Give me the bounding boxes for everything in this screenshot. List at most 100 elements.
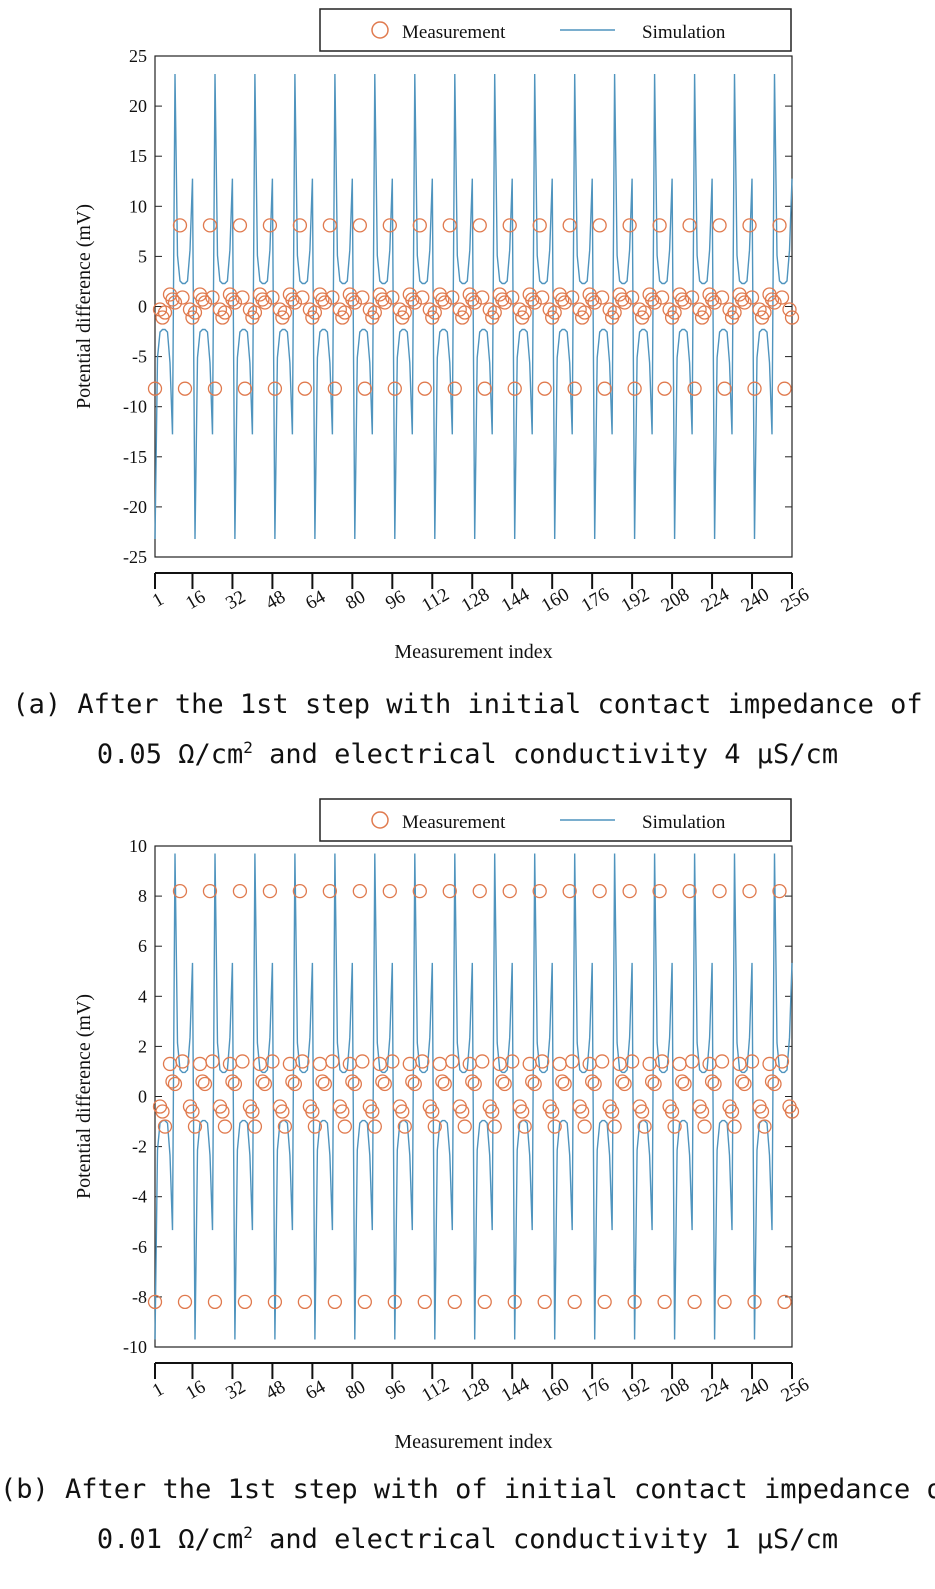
measurement-point bbox=[417, 1294, 432, 1310]
caption-b-line2-b: and electrical conductivity 1 μS/cm bbox=[252, 1524, 839, 1555]
measurement-point bbox=[232, 883, 248, 899]
x-tick-label: 96 bbox=[382, 1376, 409, 1404]
measurement-point bbox=[712, 883, 727, 899]
measurement-point bbox=[627, 1294, 642, 1310]
measurement-point bbox=[517, 1119, 532, 1134]
y-tick-label: 10 bbox=[129, 836, 147, 856]
measurement-point bbox=[345, 292, 360, 307]
measurement-point bbox=[537, 381, 552, 396]
measurement-point bbox=[275, 1104, 290, 1119]
measurement-point bbox=[457, 1119, 472, 1134]
measurement-point bbox=[312, 1056, 328, 1072]
x-tick-label: 32 bbox=[222, 586, 249, 614]
measurement-point bbox=[237, 381, 253, 396]
measurement-point bbox=[377, 1076, 392, 1092]
x-tick-label: 1 bbox=[149, 1379, 168, 1402]
measurement-point bbox=[337, 1119, 353, 1134]
measurement-point bbox=[592, 883, 607, 899]
measurement-point bbox=[382, 883, 397, 899]
caption-a-sup: 2 bbox=[243, 738, 253, 757]
measurement-point bbox=[455, 1104, 470, 1119]
measurement-point bbox=[167, 1076, 183, 1092]
x-tick-label: 160 bbox=[538, 584, 573, 616]
measurement-point bbox=[242, 302, 258, 317]
measurement-point bbox=[357, 381, 372, 396]
x-tick-label: 144 bbox=[498, 584, 534, 617]
measurement-point bbox=[774, 290, 790, 305]
measurement-point bbox=[515, 1104, 530, 1119]
y-tick-label: 4 bbox=[138, 986, 147, 1006]
measurement-point bbox=[322, 218, 338, 233]
measurement-point bbox=[195, 292, 210, 307]
measurement-point bbox=[742, 218, 757, 233]
measurement-point bbox=[267, 1294, 283, 1310]
measurement-point bbox=[692, 302, 707, 317]
measurement-point bbox=[405, 292, 420, 307]
measurement-point bbox=[175, 290, 190, 305]
measurement-point bbox=[687, 1294, 702, 1310]
measurement-point bbox=[585, 292, 600, 307]
y-tick-label: 15 bbox=[129, 146, 147, 166]
measurement-point bbox=[387, 381, 402, 396]
measurement-point bbox=[255, 292, 270, 307]
y-tick-label: -10 bbox=[123, 397, 147, 417]
measurement-point bbox=[777, 381, 792, 396]
measurement-point bbox=[607, 305, 622, 320]
measurement-point bbox=[147, 381, 163, 396]
legend-simulation-label: Simulation bbox=[642, 812, 726, 833]
measurement-point bbox=[197, 295, 213, 310]
measurement-point bbox=[497, 295, 512, 310]
measurement-point bbox=[162, 1056, 178, 1072]
measurement-point bbox=[347, 295, 362, 310]
measurement-point bbox=[617, 1076, 632, 1092]
measurement-point bbox=[555, 292, 570, 307]
measurement-point bbox=[597, 1294, 612, 1310]
measurement-point bbox=[342, 1056, 357, 1072]
measurement-point bbox=[385, 1054, 400, 1069]
measurement-point bbox=[205, 290, 220, 305]
measurement-point bbox=[465, 292, 480, 307]
measurement-point bbox=[502, 883, 517, 899]
y-tick-label: -8 bbox=[132, 1287, 147, 1307]
measurement-point bbox=[647, 1076, 662, 1092]
measurement-point bbox=[327, 381, 343, 396]
measurement-point bbox=[442, 218, 457, 233]
measurement-point bbox=[172, 883, 188, 899]
measurement-point bbox=[375, 292, 390, 307]
measurement-point bbox=[177, 1294, 193, 1310]
measurement-point bbox=[535, 1054, 550, 1069]
measurement-point bbox=[475, 1054, 490, 1069]
measurement-point bbox=[567, 381, 582, 396]
x-tick-label: 112 bbox=[418, 1374, 453, 1406]
y-tick-label: 0 bbox=[138, 297, 147, 317]
measurement-point bbox=[255, 1074, 270, 1089]
measurement-point bbox=[292, 218, 308, 233]
y-axis-label: Potential difference (mV) bbox=[73, 994, 95, 1199]
measurement-point bbox=[664, 1104, 680, 1119]
measurement-point bbox=[652, 883, 667, 899]
y-tick-label: 20 bbox=[129, 96, 147, 116]
caption-a-line2-b: and electrical conductivity 4 μS/cm bbox=[252, 739, 839, 770]
measurement-point bbox=[362, 302, 377, 317]
measurement-point bbox=[207, 1294, 223, 1310]
measurement-point bbox=[657, 1294, 672, 1310]
measurement-point bbox=[727, 1119, 742, 1134]
measurement-point bbox=[437, 1076, 452, 1092]
measurement-point bbox=[677, 1076, 692, 1092]
x-tick-label: 80 bbox=[342, 1376, 369, 1404]
measurement-point bbox=[445, 290, 460, 305]
measurement-point bbox=[347, 1076, 362, 1092]
y-tick-label: 25 bbox=[129, 46, 147, 66]
y-tick-label: 10 bbox=[129, 196, 147, 216]
measurement-point bbox=[577, 305, 592, 320]
x-tick-label: 224 bbox=[698, 1374, 734, 1407]
chart-b: -10 -8 -6 -4 -2 0 2 4 6 8 10 Potential difference (… bbox=[0, 790, 935, 1470]
measurement-point bbox=[315, 292, 330, 307]
x-tick-label: 16 bbox=[182, 1376, 209, 1404]
y-tick-label: -15 bbox=[123, 447, 147, 467]
measurement-point bbox=[682, 218, 697, 233]
measurement-point bbox=[287, 1076, 303, 1092]
x-tick-label: 256 bbox=[778, 1374, 813, 1406]
measurement-point bbox=[387, 1294, 402, 1310]
measurement-point bbox=[714, 1054, 730, 1069]
